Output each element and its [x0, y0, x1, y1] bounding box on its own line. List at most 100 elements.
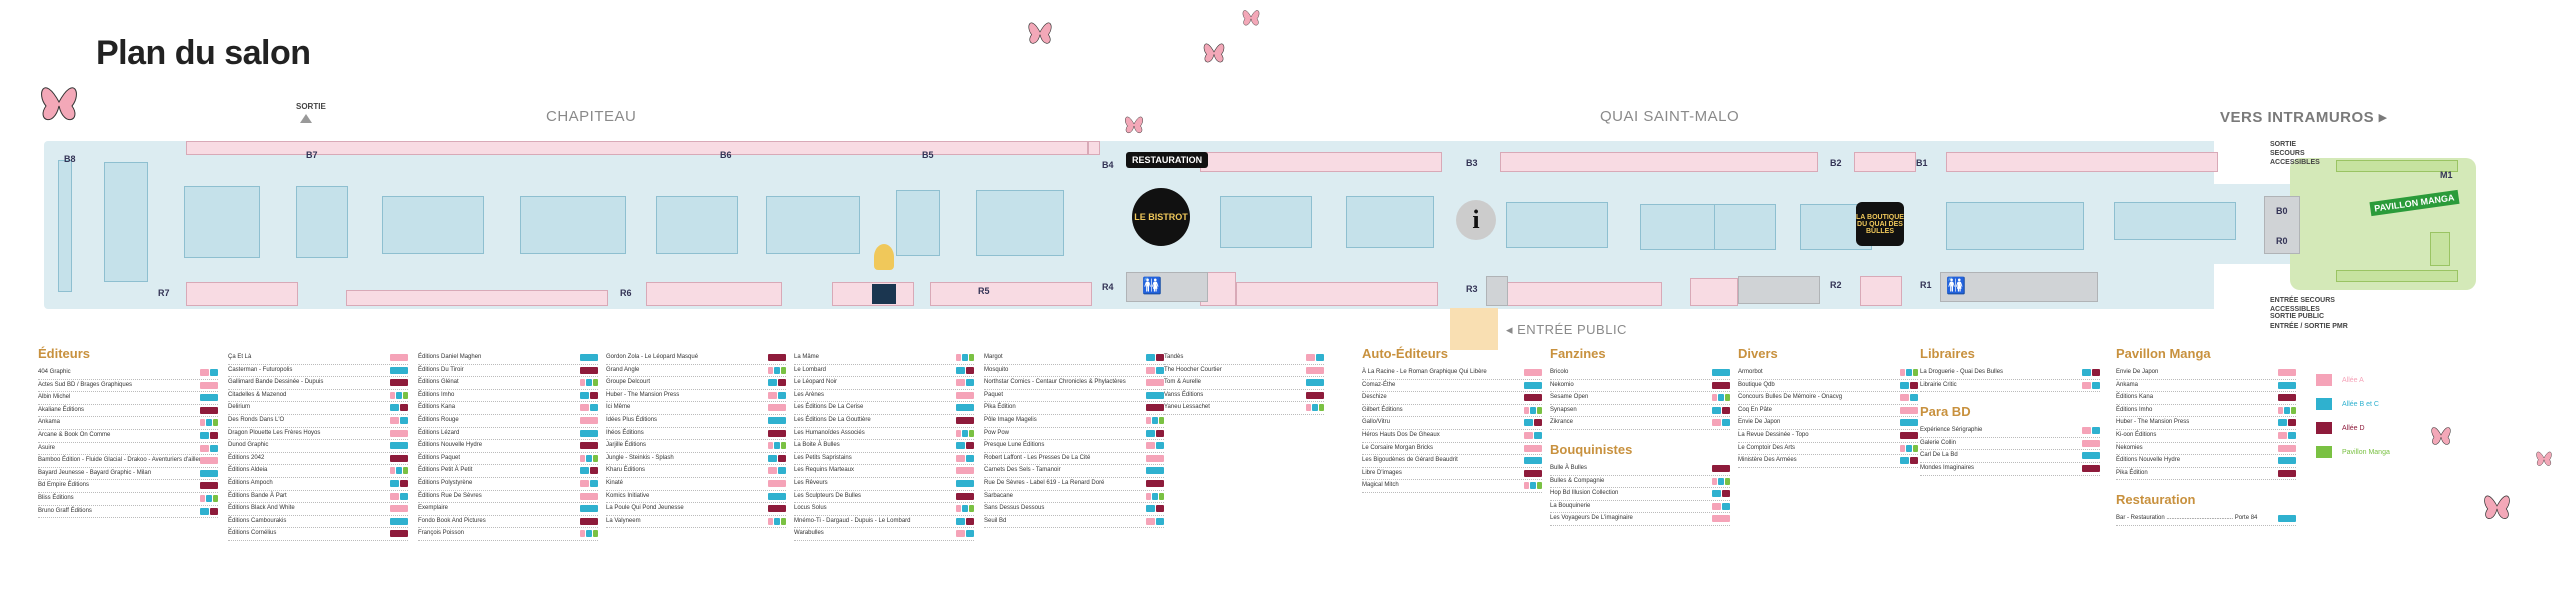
entree-public-zone[interactable]	[1450, 308, 1498, 350]
butterfly-icon	[1125, 116, 1143, 133]
stand-island-quai-1[interactable]	[1220, 196, 1312, 248]
exhibitor-entry: Éditions Daniel Maghen	[418, 352, 598, 365]
stand[interactable]	[1088, 141, 1100, 155]
exhibitor-entry: Sesame Open	[1550, 392, 1730, 405]
stand-tag	[956, 391, 974, 399]
stand-tag	[2278, 444, 2296, 452]
exhibitor-entry: Éditions Imho	[418, 390, 598, 403]
exhibitor-entry: Bulles & Compagnie	[1550, 476, 1730, 489]
stand-row-bottom-9[interactable]	[1690, 278, 1738, 306]
stand-island-8[interactable]	[896, 190, 940, 256]
stand-tag	[768, 391, 786, 399]
exhibitor-entry: Ça Et Là	[228, 352, 408, 365]
stand-tag	[200, 444, 218, 452]
stand-tag	[390, 479, 408, 487]
stand-row-bottom-8[interactable]	[1500, 282, 1662, 306]
exhibitor-entry: Huber - The Mansion Press	[2116, 417, 2296, 430]
exhibitor-list: La Mâme Le Lombard Le Léopard Noir Les Arèn…	[794, 352, 974, 541]
exhibitor-entry: Les Sculpteurs De Bulles	[794, 491, 974, 504]
exhibitor-list-2: Bar - Restauration .....................…	[2116, 513, 2296, 526]
stand-island-quai-3[interactable]	[1506, 202, 1608, 248]
exhibitor-entry: Bricolo	[1550, 367, 1730, 380]
bistrot-logo[interactable]: LE BISTROT	[1132, 188, 1190, 246]
stand-row-top-chapiteau[interactable]	[186, 141, 1088, 155]
stand-row-bottom-7[interactable]	[1236, 282, 1438, 306]
stand-row-top-quai-1[interactable]	[1200, 152, 1442, 172]
stand-tag	[1712, 464, 1730, 472]
butterfly-icon	[41, 87, 77, 120]
exhibitor-entry: Ministère Des Armées	[1738, 455, 1918, 468]
stand-manga-top[interactable]	[2336, 160, 2458, 172]
exhibitor-entry: Seuil Bd	[984, 516, 1164, 529]
stand-grey-3[interactable]	[1738, 276, 1820, 304]
stand-tag	[768, 479, 786, 487]
stand-tag	[1900, 444, 1918, 452]
stand-manga-island[interactable]	[2430, 232, 2450, 266]
stand-row-bottom-10[interactable]	[1860, 276, 1902, 306]
exhibitor-list: Éditions Daniel Maghen Éditions Du Tiroir…	[418, 352, 598, 541]
stand-island-3[interactable]	[296, 186, 348, 258]
stand-row-bottom-5[interactable]	[930, 282, 1092, 306]
stand-row-bottom-1[interactable]	[186, 282, 298, 306]
exhibitor-entry: Ki-oon Éditions	[2116, 430, 2296, 443]
exhibitor-entry: Éditions Kana	[418, 402, 598, 415]
stand-island-5[interactable]	[520, 196, 626, 254]
page-title: Plan du salon	[96, 34, 311, 72]
arrow-up-icon	[300, 114, 312, 123]
stand-tag	[768, 454, 786, 462]
boutique-logo[interactable]: LA BOUTIQUE DU QUAI DES BULLES	[1856, 202, 1904, 246]
stand-row-bottom-2[interactable]	[346, 290, 608, 306]
stand-tag	[1712, 502, 1730, 510]
stand-island-9[interactable]	[976, 190, 1064, 256]
restauration-sign: RESTAURATION	[1126, 152, 1209, 168]
stand-island-1[interactable]	[104, 162, 148, 282]
stand-grey-b0[interactable]	[2264, 196, 2300, 254]
stand-island-7[interactable]	[766, 196, 860, 254]
stand-tag	[200, 482, 218, 490]
stand-island-quai-5[interactable]	[1714, 204, 1776, 250]
exhibitor-entry: Comaz-Éthe	[1362, 380, 1542, 393]
stand-tag	[2082, 439, 2100, 447]
stand-island-quai-2[interactable]	[1346, 196, 1434, 248]
pavillon-manga-zone[interactable]	[2290, 158, 2476, 290]
exhibitor-entry: Éditions Ampoch	[228, 478, 408, 491]
exhibitor-entry: Éditions Rouge	[418, 415, 598, 428]
stand-tag	[1900, 394, 1918, 402]
stand-island-b8-wall[interactable]	[58, 160, 72, 292]
legend-label: Pavillon Manga	[2342, 448, 2390, 456]
stand-island-6[interactable]	[656, 196, 738, 254]
exhibitor-entry: Éditions Cambourakis	[228, 516, 408, 529]
stand-grey-4[interactable]	[1940, 272, 2098, 302]
stand-island-4[interactable]	[382, 196, 484, 254]
exhibitor-list-2: Expérience Sérigraphie Galerie Collin Carl…	[1920, 425, 2100, 476]
stand-island-quai-8[interactable]	[2114, 202, 2236, 240]
stand-tag	[1900, 369, 1918, 376]
exhibitor-entry: Éditions Petit À Petit	[418, 465, 598, 478]
legend-label: Allée B et C	[2342, 400, 2379, 408]
stand-row-top-quai-2[interactable]	[1500, 152, 1818, 172]
exhibitor-entry: Héros Hauts Dos De Gheaux	[1362, 430, 1542, 443]
exhibitor-entry: Bamboo Édition - Fluide Glacial - Drakoo…	[38, 455, 218, 468]
exhibitor-entry: Kharu Éditions	[606, 465, 786, 478]
exhibitor-entry: À La Racine - Le Roman Graphique Qui Lib…	[1362, 367, 1542, 380]
stand-island-quai-7[interactable]	[1946, 202, 2084, 250]
exhibitor-entry: Pika Édition	[2116, 468, 2296, 481]
exhibitor-entry: Deschize	[1362, 392, 1542, 405]
exhibitor-entry: Envie De Japon	[2116, 367, 2296, 380]
exhibitor-entry: Éditions Nouvelle Hydre	[418, 440, 598, 453]
exhibitor-entry: Concours Bulles De Mémoire - Onacvg	[1738, 392, 1918, 405]
stand-row-bottom-3[interactable]	[646, 282, 782, 306]
stand-grey-1[interactable]	[1126, 272, 1208, 302]
toilets-icon-2: 🚻	[1946, 278, 1966, 295]
stand-manga-bottom[interactable]	[2336, 270, 2458, 282]
exhibitor-entry: La Mâme	[794, 352, 974, 365]
stand-row-top-quai-3[interactable]	[1854, 152, 1916, 172]
stand-grey-2[interactable]	[1486, 276, 1508, 306]
stand-tag	[768, 404, 786, 412]
butterfly-icon	[1203, 43, 1225, 63]
stand-row-top-quai-4[interactable]	[1946, 152, 2218, 172]
exhibitor-entry: La Bouquinerie	[1550, 501, 1730, 514]
info-icon[interactable]: i	[1456, 200, 1496, 240]
stand-island-2[interactable]	[184, 186, 260, 258]
stand-tag	[2278, 515, 2296, 523]
